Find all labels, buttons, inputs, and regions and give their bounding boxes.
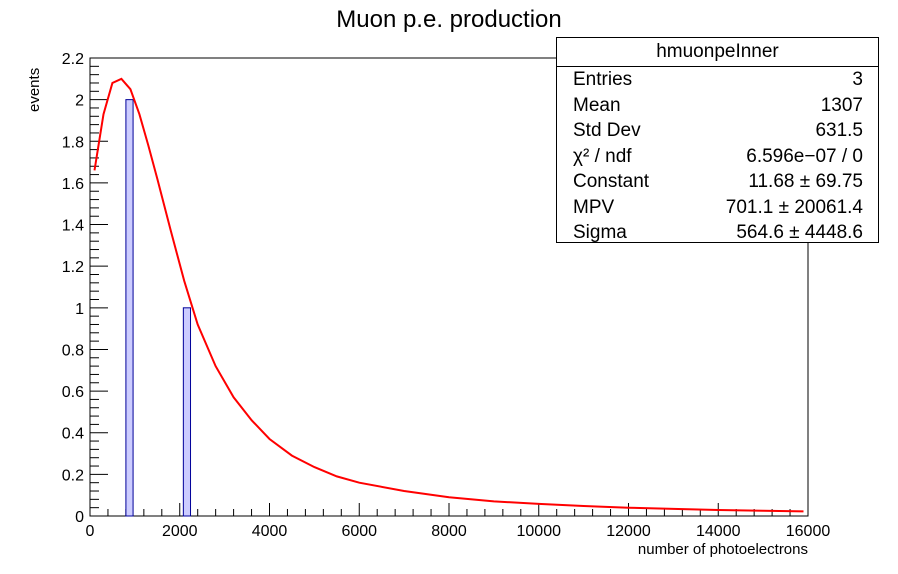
- histogram-bar: [182, 307, 192, 517]
- y-tick-label: 1.2: [62, 259, 84, 276]
- y-axis: 0 0.2 0.4 0.6 0.8 1 1.2 1.4 1.6 1.8 2 2.2: [62, 51, 108, 526]
- y-tick-label: 1.6: [62, 176, 84, 193]
- x-tick-label: 16000: [786, 523, 831, 540]
- stats-label: Mean: [573, 94, 621, 116]
- y-axis-label: events: [26, 68, 43, 112]
- stats-value: 1307: [820, 94, 863, 116]
- stats-row: χ² / ndf 6.596e−07 / 0: [557, 144, 878, 170]
- stats-value: 701.1 ± 20061.4: [725, 196, 863, 218]
- stats-rows: Entries 3 Mean 1307 Std Dev 631.5 χ² / ndf 6.59…: [557, 67, 878, 246]
- y-tick-label: 2.2: [62, 51, 84, 68]
- stats-value: 631.5: [815, 120, 863, 141]
- histogram-bar: [125, 99, 134, 517]
- x-tick-label: 4000: [252, 523, 288, 540]
- y-tick-label: 0.6: [62, 384, 84, 401]
- stats-label: Sigma: [573, 222, 627, 243]
- stats-row: MPV 701.1 ± 20061.4: [557, 195, 878, 221]
- stats-value: 3: [852, 69, 863, 90]
- stats-box: hmuonpeInner Entries 3 Mean 1307 Std Dev 631.…: [556, 37, 879, 243]
- stats-label: χ² / ndf: [573, 145, 632, 167]
- stats-row: Constant 11.68 ± 69.75: [557, 169, 878, 195]
- x-tick-label: 6000: [341, 523, 377, 540]
- stats-value: 11.68 ± 69.75: [748, 171, 863, 192]
- stats-label: Std Dev: [573, 120, 641, 141]
- y-tick-label: 0.4: [62, 426, 84, 443]
- x-tick-label: 2000: [162, 523, 198, 540]
- chart-title: Muon p.e. production: [336, 6, 561, 33]
- x-tick-label: 12000: [606, 523, 651, 540]
- y-tick-label: 0.8: [62, 342, 84, 359]
- y-tick-label: 0: [75, 509, 84, 526]
- stats-value: 564.6 ± 4448.6: [736, 222, 863, 243]
- stats-row: Sigma 564.6 ± 4448.6: [557, 220, 878, 246]
- stats-row: Entries 3: [557, 67, 878, 93]
- stats-label: MPV: [573, 196, 615, 218]
- histogram-bars: [125, 99, 192, 517]
- y-tick-label: 2: [75, 93, 84, 110]
- y-tick-label: 1: [75, 301, 84, 318]
- x-tick-label: 0: [86, 523, 95, 540]
- stats-title: hmuonpeInner: [557, 38, 878, 67]
- y-tick-label: 1.8: [62, 134, 84, 151]
- fit-curve: [93, 77, 804, 513]
- y-tick-label: 1.4: [62, 218, 84, 235]
- stats-label: Entries: [573, 69, 633, 90]
- x-tick-label: 14000: [696, 523, 741, 540]
- x-axis-label: number of photoelectrons: [638, 541, 808, 558]
- y-tick-label: 0.2: [62, 467, 84, 484]
- x-tick-label: 8000: [431, 523, 467, 540]
- x-tick-label: 10000: [517, 523, 562, 540]
- x-axis: 0 2000 4000 6000 8000 10000 12000 14000 16000: [86, 503, 831, 540]
- stats-row: Std Dev 631.5: [557, 118, 878, 144]
- stats-value: 6.596e−07 / 0: [746, 145, 863, 167]
- stats-label: Constant: [573, 171, 650, 192]
- stats-row: Mean 1307: [557, 93, 878, 119]
